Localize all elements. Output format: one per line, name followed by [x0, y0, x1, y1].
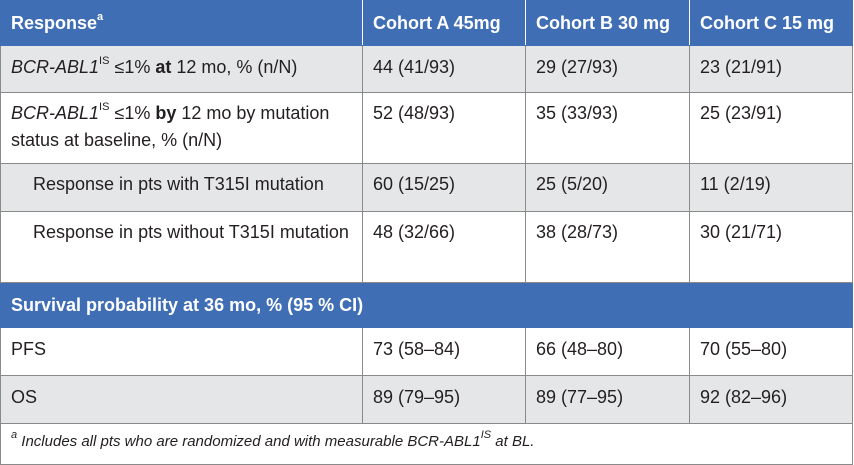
- cell-cohort-b: 38 (28/73): [525, 211, 690, 283]
- label-emphasis: at: [155, 57, 172, 77]
- row-label: PFS: [0, 327, 363, 376]
- cell-cohort-b: 29 (27/93): [525, 45, 690, 93]
- footnote-gene: BCR-ABL1: [407, 433, 481, 450]
- table-row: Response in pts with T315I mutation 60 (…: [0, 163, 853, 212]
- cell-cohort-a: 48 (32/66): [362, 211, 526, 283]
- cell-cohort-c: 30 (21/71): [689, 211, 853, 283]
- cell-cohort-b: 35 (33/93): [525, 92, 690, 164]
- cell-cohort-c: 23 (21/91): [689, 45, 853, 93]
- footnote-row: a Includes all pts who are randomized an…: [0, 423, 853, 465]
- row-label: BCR-ABL1IS ≤1% by 12 mo by mutation stat…: [0, 92, 363, 164]
- row-label: OS: [0, 375, 363, 424]
- footnote-text: Includes all pts who are randomized and …: [17, 433, 408, 450]
- cell-cohort-a: 89 (79–95): [362, 375, 526, 424]
- row-label: Response in pts without T315I mutation: [0, 211, 363, 283]
- row-label: Response in pts with T315I mutation: [0, 163, 363, 212]
- header-cohort-a: Cohort A 45mg: [362, 0, 526, 46]
- cell-cohort-c: 11 (2/19): [689, 163, 853, 212]
- footnote: a Includes all pts who are randomized an…: [0, 423, 853, 465]
- header-response-label: Response: [11, 12, 98, 33]
- header-cohort-b: Cohort B 30 mg: [525, 0, 690, 46]
- header-footnote-marker: a: [97, 10, 104, 23]
- table-row: BCR-ABL1IS ≤1% at 12 mo, % (n/N) 44 (41/…: [0, 45, 853, 93]
- label-text: 12 mo, % (n/N): [171, 57, 298, 77]
- header-response: Responsea: [0, 0, 363, 46]
- label-text: ≤1%: [109, 57, 156, 77]
- section-title: Survival probability at 36 mo, % (95 % C…: [0, 282, 853, 328]
- cell-cohort-b: 66 (48–80): [525, 327, 690, 376]
- cell-cohort-c: 92 (82–96): [689, 375, 853, 424]
- label-text: ≤1%: [109, 103, 156, 123]
- cell-cohort-c: 25 (23/91): [689, 92, 853, 164]
- section-header-row: Survival probability at 36 mo, % (95 % C…: [0, 282, 853, 328]
- footnote-gene-superscript: IS: [480, 429, 492, 441]
- gene-superscript: IS: [99, 101, 110, 113]
- table-row: PFS 73 (58–84) 66 (48–80) 70 (55–80): [0, 327, 853, 376]
- header-cohort-c: Cohort C 15 mg: [689, 0, 853, 46]
- row-label: BCR-ABL1IS ≤1% at 12 mo, % (n/N): [0, 45, 363, 93]
- footnote-marker: a: [11, 429, 18, 441]
- cell-cohort-a: 52 (48/93): [362, 92, 526, 164]
- cell-cohort-a: 60 (15/25): [362, 163, 526, 212]
- gene-name: BCR-ABL1: [11, 103, 100, 123]
- gene-superscript: IS: [99, 55, 110, 67]
- table-row: BCR-ABL1IS ≤1% by 12 mo by mutation stat…: [0, 92, 853, 164]
- table-row: OS 89 (79–95) 89 (77–95) 92 (82–96): [0, 375, 853, 424]
- footnote-text: at BL.: [491, 433, 535, 450]
- table-row: Response in pts without T315I mutation 4…: [0, 211, 853, 283]
- cell-cohort-c: 70 (55–80): [689, 327, 853, 376]
- header-row: Responsea Cohort A 45mg Cohort B 30 mg C…: [0, 0, 853, 46]
- gene-name: BCR-ABL1: [11, 57, 100, 77]
- label-emphasis: by: [155, 103, 177, 123]
- label-text: 12 mo by mutation status at baseline, % …: [11, 103, 330, 150]
- cell-cohort-a: 73 (58–84): [362, 327, 526, 376]
- cell-cohort-b: 25 (5/20): [525, 163, 690, 212]
- cell-cohort-a: 44 (41/93): [362, 45, 526, 93]
- cell-cohort-b: 89 (77–95): [525, 375, 690, 424]
